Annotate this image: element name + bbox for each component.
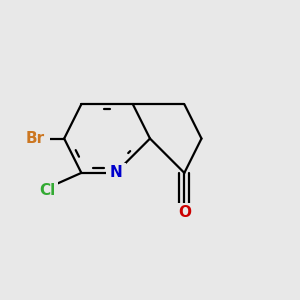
Text: Cl: Cl: [39, 183, 55, 198]
FancyBboxPatch shape: [106, 163, 126, 183]
FancyBboxPatch shape: [21, 128, 50, 148]
FancyBboxPatch shape: [36, 180, 58, 200]
Text: O: O: [178, 206, 191, 220]
FancyBboxPatch shape: [174, 203, 194, 223]
Text: N: N: [109, 165, 122, 180]
Text: Br: Br: [26, 131, 45, 146]
